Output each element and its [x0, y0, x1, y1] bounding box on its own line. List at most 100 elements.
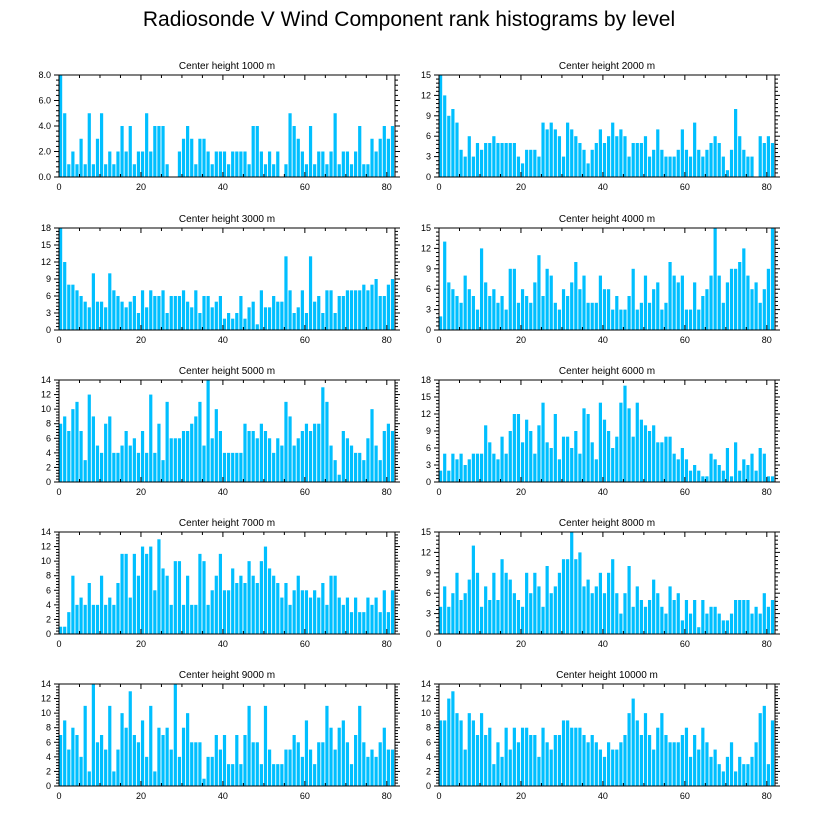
histogram-bar [124, 431, 128, 482]
histogram-bar [292, 313, 296, 330]
histogram-bar [676, 593, 680, 634]
histogram-bar [99, 575, 104, 634]
histogram-bar [153, 452, 157, 482]
histogram-bar [161, 735, 165, 786]
histogram-bar [746, 600, 750, 634]
y-tick-label: 9 [426, 111, 431, 121]
histogram-bar [586, 579, 590, 634]
histogram-bar [292, 590, 296, 634]
histogram-bar [467, 579, 471, 634]
histogram-bar [190, 138, 194, 177]
histogram-bar [177, 151, 182, 177]
histogram-bar [598, 749, 602, 786]
histogram-bar [161, 290, 165, 330]
histogram-bar [214, 735, 218, 786]
histogram-bar [602, 143, 607, 177]
histogram-bar [582, 149, 586, 177]
histogram-bar [300, 290, 304, 330]
histogram-bar [566, 296, 570, 330]
y-tick-label: 8 [46, 723, 51, 733]
histogram-bar [529, 149, 533, 177]
histogram-bar [619, 309, 623, 330]
histogram-bar [553, 735, 557, 786]
histogram-bar [561, 289, 566, 330]
panel-2: Center height 2000 m 0 20 40 60 80 0 3 6 9 12 15 [421, 61, 780, 192]
histogram-bar [459, 600, 463, 634]
histogram-bar [455, 572, 459, 634]
histogram-bar [145, 113, 149, 177]
histogram-bar [734, 268, 738, 330]
histogram-bar [668, 156, 672, 177]
histogram-bar [190, 307, 194, 330]
x-tick-label: 80 [762, 791, 772, 801]
histogram-bar [668, 586, 672, 634]
histogram-bar [529, 593, 533, 634]
plot-frame [438, 683, 776, 787]
histogram-bar [104, 164, 108, 177]
histogram-bar [721, 156, 725, 177]
histogram-bar [366, 597, 370, 634]
y-tick-label: 8 [46, 571, 51, 581]
histogram-bar [79, 597, 83, 634]
panel-title: Center height 1000 m [179, 61, 275, 72]
histogram-bar [227, 764, 231, 786]
y-tick-label: 6 [426, 131, 431, 141]
histogram-bar [479, 248, 484, 330]
y-tick-label: 0 [46, 781, 51, 791]
histogram-bar [112, 452, 116, 482]
x-tick-label: 40 [218, 335, 228, 345]
histogram-bar [545, 129, 549, 177]
histogram-bar [75, 290, 79, 330]
histogram-bar [366, 164, 370, 177]
histogram-bar [504, 453, 508, 482]
histogram-bar [251, 742, 255, 786]
histogram-bar [754, 470, 758, 482]
y-tick-label: 0 [426, 477, 431, 487]
histogram-bar [512, 727, 516, 786]
y-tick-label: 3 [426, 609, 431, 619]
histogram-bar [594, 302, 598, 330]
histogram-bar [627, 713, 631, 786]
histogram-bar [300, 431, 304, 482]
histogram-bar [643, 425, 648, 482]
panel-title: Center height 6000 m [559, 366, 655, 377]
y-tick-label: 0.0 [38, 172, 51, 182]
histogram-bar [136, 575, 141, 634]
histogram-bar [725, 170, 730, 177]
histogram-bar [83, 705, 87, 786]
histogram-bar [292, 735, 296, 786]
x-tick-label: 0 [436, 791, 441, 801]
panel-7: Center height 7000 m 0 20 40 60 80 0 2 4 6 8 10 12 14 [41, 518, 400, 649]
histogram-bar [693, 122, 697, 177]
histogram-bar [153, 296, 157, 330]
histogram-bar [647, 431, 652, 482]
histogram-bar [247, 164, 251, 177]
histogram-bar [647, 302, 652, 330]
histogram-bar [116, 296, 120, 330]
histogram-bar [349, 445, 354, 482]
histogram-bar [582, 408, 586, 482]
histogram-bar [308, 126, 313, 177]
histogram-bar [366, 290, 370, 330]
y-tick-label: 12 [41, 390, 51, 400]
histogram-bar [500, 436, 504, 482]
histogram-bar [602, 593, 607, 634]
histogram-bar [500, 296, 504, 330]
histogram-bar [676, 742, 680, 786]
histogram-bar [177, 561, 182, 634]
x-tick-label: 80 [382, 487, 392, 497]
y-tick-label: 10 [41, 708, 51, 718]
histogram-bar [63, 720, 67, 786]
histogram-bar [181, 431, 186, 482]
histogram-bar [165, 313, 169, 330]
histogram-bar [713, 749, 717, 786]
histogram-bar [541, 606, 545, 634]
histogram-bar [276, 151, 280, 177]
histogram-bar [717, 275, 721, 330]
histogram-bar [709, 756, 713, 786]
histogram-bar [541, 122, 545, 177]
histogram-bar [308, 431, 313, 482]
histogram-bar [439, 316, 443, 330]
y-tick-label: 6.0 [38, 96, 51, 106]
histogram-bar [459, 720, 463, 786]
